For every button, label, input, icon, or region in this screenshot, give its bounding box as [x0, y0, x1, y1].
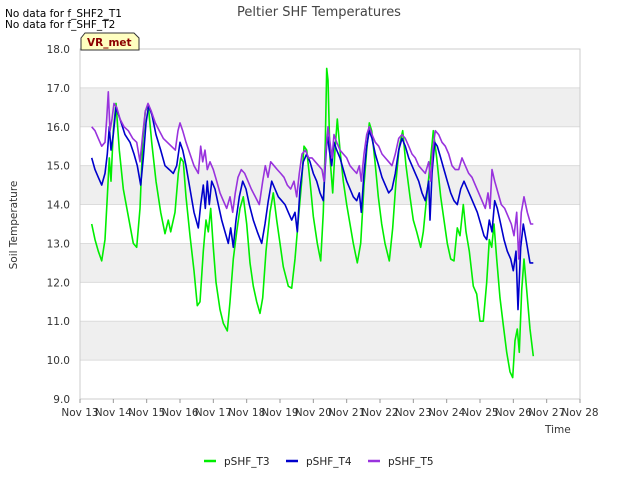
x-tick-label: Nov 25: [461, 407, 498, 419]
band-1: [80, 321, 580, 361]
background-bands: [80, 87, 580, 361]
y-tick-label: 11.0: [47, 316, 70, 328]
no-data-notice-1: No data for f_SHF2_T1: [5, 8, 122, 20]
y-tick-label: 16.0: [47, 122, 70, 134]
y-tick-label: 17.0: [47, 83, 70, 95]
series-lines: [90, 67, 535, 379]
y-tick-label: 12.0: [47, 277, 70, 289]
no-data-notice-2: No data for f_SHF_T2: [5, 19, 116, 31]
x-tick-label: Nov 22: [361, 407, 398, 419]
x-tick-label: Nov 21: [328, 407, 365, 419]
badge-shape: [80, 32, 140, 51]
y-tick-label: 14.0: [47, 200, 70, 212]
y-tick-label: 13.0: [47, 238, 70, 250]
y-axis-label: Soil Temperature: [8, 181, 20, 270]
x-tick-label: Nov 20: [295, 407, 332, 419]
y-tick-label: 9.0: [53, 394, 70, 406]
band-7: [80, 87, 580, 127]
chart-title: Peltier SHF Temperatures: [237, 5, 401, 20]
legend-label: pSHF_T3: [224, 456, 270, 468]
series-line-pshf-t3: [90, 67, 535, 379]
y-tick-labels: 9.0 10.0 11.0 12.0 13.0 14.0 15.0 16.0 17.0 18.0: [47, 44, 70, 406]
plot-frame: [79, 48, 581, 400]
x-tick-label: Nov 19: [261, 407, 298, 419]
x-tick-label: Nov 18: [228, 407, 265, 419]
legend: pSHF_T3 pSHF_T4 pSHF_T5: [204, 456, 434, 468]
badge-label: VR_met: [87, 37, 132, 49]
band-5: [80, 165, 580, 205]
x-tick-label: Nov 26: [495, 407, 533, 419]
x-axis-label: Time: [544, 424, 571, 436]
series-line-pshf-t5: [91, 91, 534, 260]
x-tick-label: Nov 15: [128, 407, 165, 419]
x-tick-label: Nov 17: [195, 407, 232, 419]
x-tick-label: Nov 23: [395, 407, 432, 419]
y-tick-label: 15.0: [47, 161, 70, 173]
legend-label: pSHF_T4: [306, 456, 352, 468]
x-tick-label: Nov 13: [61, 407, 98, 419]
y-tick-label: 10.0: [47, 355, 70, 367]
band-3: [80, 243, 580, 283]
x-tick-label: Nov 16: [161, 407, 199, 419]
x-tick-label: Nov 24: [428, 407, 466, 419]
x-tick-label: Nov 27: [528, 407, 565, 419]
series-line-pshf-t4: [90, 104, 534, 311]
vr-met-badge: VR_met: [80, 32, 140, 51]
legend-label: pSHF_T5: [388, 456, 434, 468]
x-tick-label: Nov 14: [95, 407, 133, 419]
x-tick-label: Nov 28: [561, 407, 598, 419]
y-tick-label: 18.0: [47, 44, 70, 56]
